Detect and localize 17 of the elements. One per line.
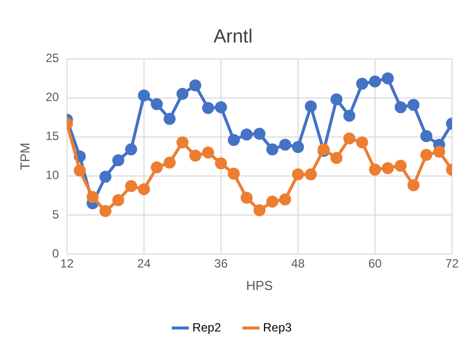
y-tick-label: 15: [46, 129, 60, 144]
x-axis-title: HPS: [246, 278, 274, 293]
legend-label: Rep3: [263, 320, 292, 334]
y-tick-label: 25: [46, 51, 60, 66]
x-tick-label: 60: [368, 256, 382, 271]
y-tick-label: 5: [52, 207, 60, 222]
y-axis-title: TPM: [17, 142, 32, 170]
x-tick-label: 36: [214, 256, 228, 271]
x-tick-label: 48: [291, 256, 305, 271]
y-tick-label: 20: [46, 90, 60, 104]
x-tick-label: 12: [60, 256, 74, 271]
x-tick-label: 24: [137, 256, 151, 271]
y-tick-label: 0: [52, 246, 60, 260]
legend-label: Rep2: [192, 320, 222, 334]
chart-title: Arntl: [213, 26, 253, 48]
x-tick-label: 72: [445, 256, 459, 271]
y-tick-label: 10: [46, 168, 60, 182]
